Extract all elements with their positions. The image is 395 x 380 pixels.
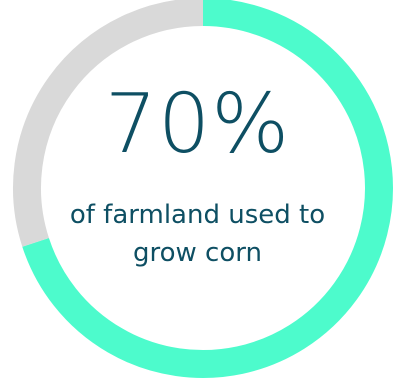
caption-line-1: of farmland used to [69,200,326,230]
donut-slice-remainder [13,0,204,247]
chart-caption: of farmland used to grow corn [0,196,395,272]
percentage-value: 70% [104,77,291,172]
caption-line-2: grow corn [133,238,262,268]
donut-slice-highlight [22,0,393,378]
